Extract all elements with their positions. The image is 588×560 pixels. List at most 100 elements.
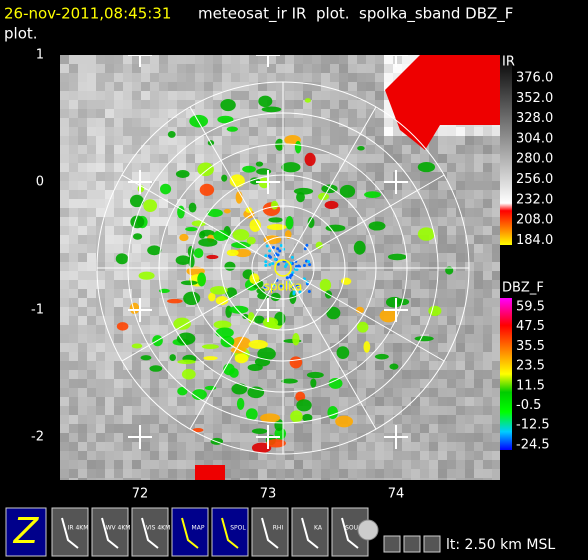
ir-pixel [492, 307, 500, 316]
toolbar-button[interactable] [423, 535, 441, 553]
toolbar-button[interactable] [171, 507, 209, 557]
radar-echo [131, 343, 143, 349]
toolbar-button[interactable] [51, 507, 89, 557]
ir-pixel [447, 244, 456, 253]
ir-pixel [357, 109, 366, 118]
ir-pixel [78, 370, 87, 379]
ir-pixel [123, 361, 132, 370]
ir-pixel [105, 118, 114, 127]
radar-echo [273, 257, 277, 261]
ir-pixel [87, 271, 96, 280]
ir-pixel [411, 397, 420, 406]
ir-pixel [195, 316, 204, 325]
ir-pixel [348, 469, 357, 478]
ir-pixel [303, 145, 312, 154]
ir-pixel [303, 235, 312, 244]
ir-pixel [150, 172, 159, 181]
ir-pixel [258, 460, 267, 469]
ir-pixel [78, 73, 87, 82]
ir-pixel [105, 127, 114, 136]
ir-pixel [411, 415, 420, 424]
ir-pixel [168, 226, 177, 235]
radar-echo [295, 284, 299, 288]
ir-pixel [321, 433, 330, 442]
ir-pixel [330, 289, 339, 298]
logo-button[interactable] [5, 507, 47, 557]
ir-pixel [141, 451, 150, 460]
ir-pixel [339, 235, 348, 244]
radar-echo [260, 413, 281, 423]
ir-pixel [303, 361, 312, 370]
ir-pixel [132, 460, 141, 469]
ir-pixel [465, 172, 474, 181]
ir-pixel [87, 136, 96, 145]
ir-pixel [267, 451, 276, 460]
ir-pixel [195, 190, 204, 199]
ir-pixel [168, 244, 177, 253]
ir-pixel [483, 163, 492, 172]
ir-pixel [393, 388, 402, 397]
ir-pixel [132, 127, 141, 136]
ir-pixel [348, 127, 357, 136]
ir-pixel [78, 451, 87, 460]
radar-echo [242, 313, 249, 320]
ir-pixel [87, 145, 96, 154]
ir-pixel [438, 361, 447, 370]
ir-pixel [150, 415, 159, 424]
toolbar-button[interactable] [357, 519, 379, 541]
toolbar-button[interactable] [383, 535, 401, 553]
ir-pixel [465, 190, 474, 199]
ir-pixel [483, 145, 492, 154]
button-icon [301, 517, 319, 549]
toolbar-button[interactable] [403, 535, 421, 553]
ir-pixel [276, 289, 285, 298]
ir-pixel [123, 424, 132, 433]
toolbar-button[interactable] [251, 507, 289, 557]
ir-pixel [87, 316, 96, 325]
ir-pixel [213, 361, 222, 370]
radar-echo [251, 428, 268, 435]
ir-pixel [384, 370, 393, 379]
ir-pixel [222, 82, 231, 91]
toolbar-button[interactable] [291, 507, 329, 557]
ir-pixel [393, 199, 402, 208]
ir-pixel [195, 91, 204, 100]
ir-pixel [177, 379, 186, 388]
ir-pixel [204, 370, 213, 379]
ir-pixel [420, 343, 429, 352]
ir-pixel [204, 460, 213, 469]
ir-pixel [276, 334, 285, 343]
ir-pixel [366, 343, 375, 352]
ir-pixel [330, 244, 339, 253]
ir-pixel [438, 334, 447, 343]
toolbar-button[interactable] [211, 507, 249, 557]
ir-pixel [294, 478, 303, 480]
ir-pixel [276, 406, 285, 415]
radar-echo [221, 174, 228, 182]
ir-pixel [87, 343, 96, 352]
ir-pixel [393, 64, 402, 73]
ir-pixel [393, 271, 402, 280]
ir-pixel [411, 145, 420, 154]
ir-pixel [159, 325, 168, 334]
ir-pixel [393, 406, 402, 415]
ir-pixel [213, 73, 222, 82]
ir-pixel [321, 55, 330, 64]
ir-pixel [240, 397, 249, 406]
ir-pixel [222, 73, 231, 82]
ir-pixel [195, 262, 204, 271]
toolbar-button[interactable] [91, 507, 129, 557]
ir-pixel [393, 154, 402, 163]
ir-pixel [213, 352, 222, 361]
ir-pixel [132, 82, 141, 91]
toolbar-button[interactable] [131, 507, 169, 557]
ir-pixel [240, 172, 249, 181]
ir-pixel [105, 325, 114, 334]
ir-pixel [123, 316, 132, 325]
ir-pixel [294, 343, 303, 352]
ir-pixel [69, 334, 78, 343]
ir-pixel [465, 478, 474, 480]
ir-pixel [114, 199, 123, 208]
radar-echo [356, 321, 369, 333]
ir-pixel [87, 91, 96, 100]
